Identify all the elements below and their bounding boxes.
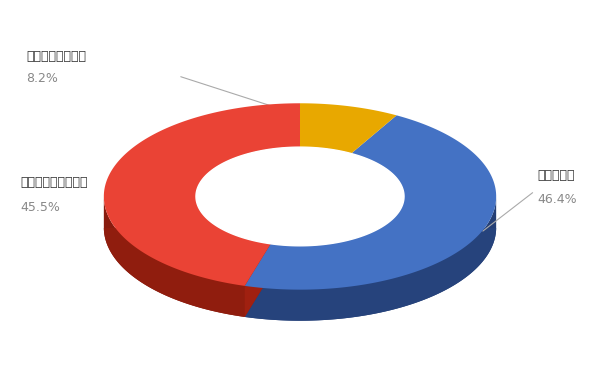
Text: 成功ではなかった: 成功ではなかった xyxy=(26,50,86,63)
Polygon shape xyxy=(245,197,496,321)
Polygon shape xyxy=(245,115,496,290)
Polygon shape xyxy=(196,197,271,275)
Text: 45.5%: 45.5% xyxy=(20,201,61,214)
Text: 8.2%: 8.2% xyxy=(26,72,58,85)
Polygon shape xyxy=(104,103,300,286)
Text: どちらとも言えない: どちらとも言えない xyxy=(20,176,88,189)
Text: 成功だった: 成功だった xyxy=(538,169,575,182)
Text: 46.4%: 46.4% xyxy=(538,193,577,206)
Polygon shape xyxy=(245,228,496,321)
Polygon shape xyxy=(245,244,271,317)
Polygon shape xyxy=(104,228,271,317)
Polygon shape xyxy=(271,197,404,277)
Polygon shape xyxy=(104,197,245,317)
Polygon shape xyxy=(196,147,404,246)
Polygon shape xyxy=(245,244,271,317)
Polygon shape xyxy=(300,103,397,154)
